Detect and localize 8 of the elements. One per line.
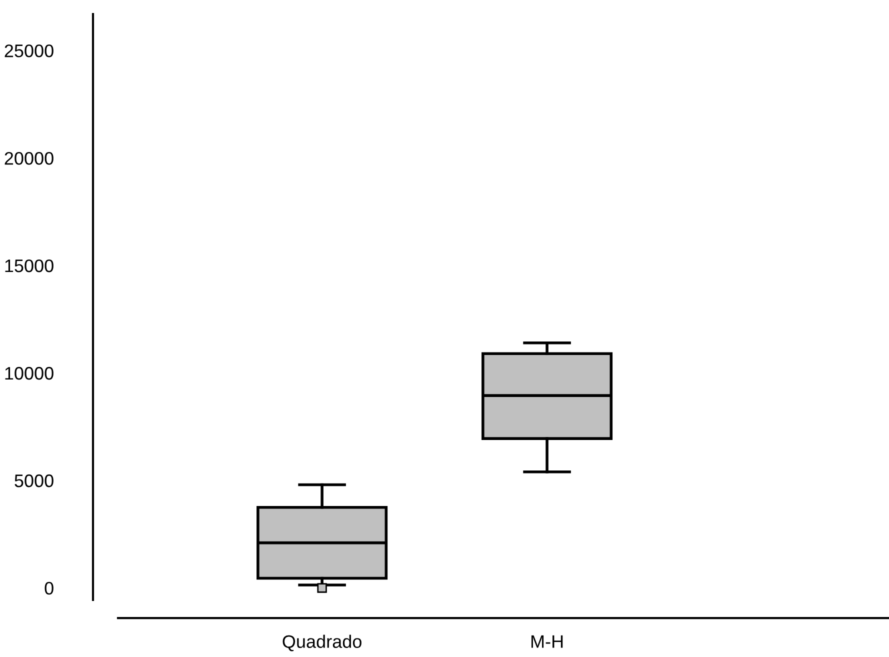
y-tick-label: 25000 (4, 44, 54, 58)
x-tick-label: Quadrado (282, 634, 362, 652)
y-tick-label: 10000 (5, 366, 54, 380)
y-tick-label: 5000 (14, 474, 54, 488)
y-tick-label: 0 (44, 582, 54, 595)
x-tick-label: M-H (531, 635, 563, 648)
y-tick-label: 15000 (5, 259, 54, 272)
y-tick-label: 20000 (4, 152, 54, 165)
